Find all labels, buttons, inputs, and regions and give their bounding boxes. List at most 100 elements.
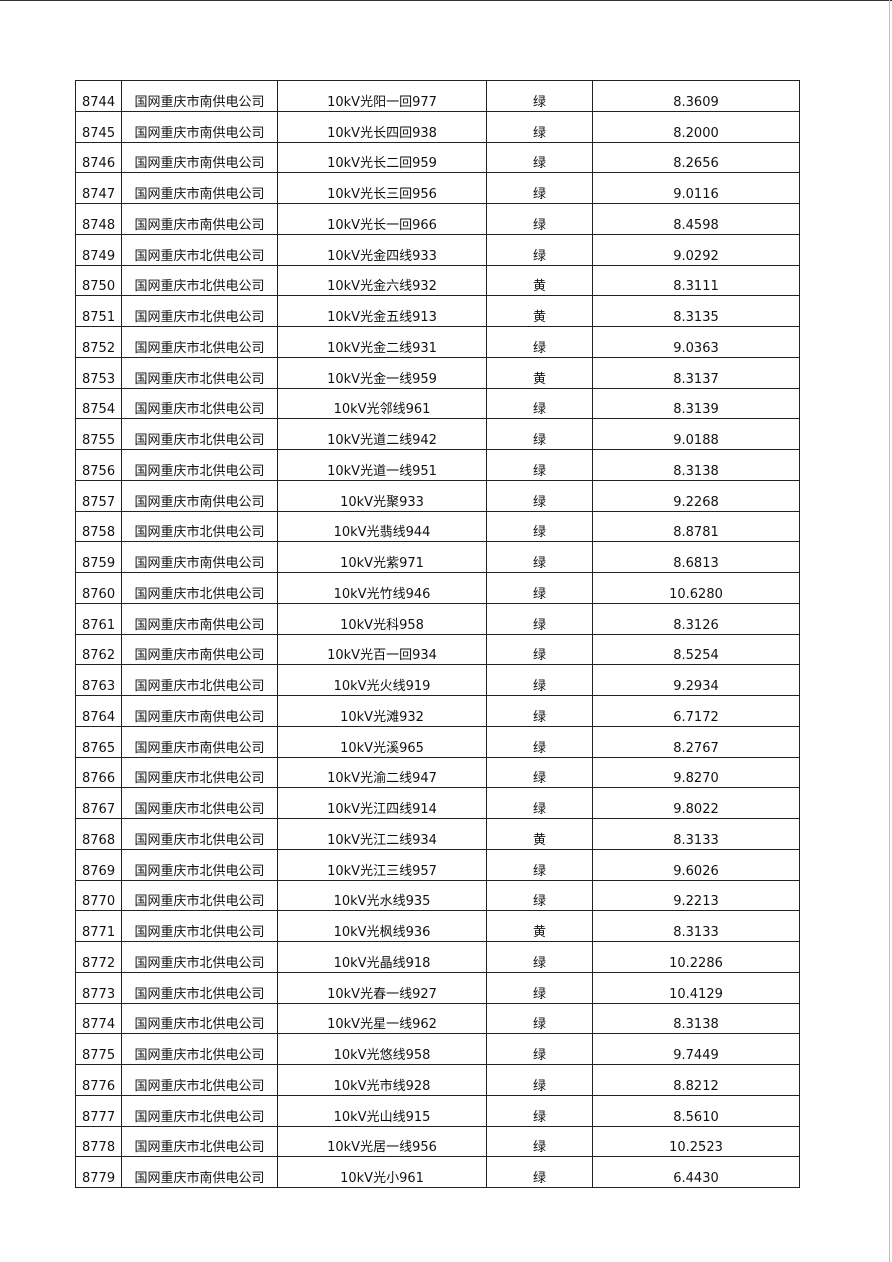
- value-cell: 9.0363: [592, 326, 800, 358]
- row-number-cell: 8778: [75, 1125, 122, 1158]
- status-cell: 绿: [486, 787, 593, 819]
- row-number-cell: 8758: [75, 510, 122, 543]
- company-cell: 国网重庆市北供电公司: [121, 1064, 278, 1096]
- table-row: 8769 国网重庆市北供电公司 10kV光江三线957 绿 9.6026: [75, 848, 800, 881]
- status-cell: 绿: [486, 233, 593, 266]
- company-cell: 国网重庆市北供电公司: [121, 264, 278, 297]
- value-cell: 10.2523: [592, 1125, 800, 1158]
- line-name-cell: 10kV光江三线957: [277, 848, 487, 881]
- row-number-cell: 8745: [75, 110, 122, 143]
- line-name-cell: 10kV光山线915: [277, 1094, 487, 1127]
- value-cell: 10.2286: [592, 941, 800, 973]
- status-cell: 绿: [486, 479, 593, 512]
- company-cell: 国网重庆市北供电公司: [121, 295, 278, 327]
- status-cell: 黄: [486, 818, 593, 850]
- status-cell: 绿: [486, 602, 593, 635]
- company-cell: 国网重庆市北供电公司: [121, 356, 278, 389]
- value-cell: 8.3133: [592, 818, 800, 850]
- status-cell: 绿: [486, 141, 593, 174]
- line-name-cell: 10kV光长一回966: [277, 203, 487, 235]
- company-cell: 国网重庆市北供电公司: [121, 879, 278, 912]
- row-number-cell: 8776: [75, 1064, 122, 1096]
- value-cell: 8.2767: [592, 725, 800, 758]
- table-row: 8760 国网重庆市北供电公司 10kV光竹线946 绿 10.6280: [75, 572, 800, 604]
- row-number-cell: 8764: [75, 695, 122, 727]
- value-cell: 8.6813: [592, 541, 800, 573]
- table-row: 8778 国网重庆市北供电公司 10kV光居一线956 绿 10.2523: [75, 1125, 800, 1158]
- table-row: 8747 国网重庆市南供电公司 10kV光长三回956 绿 9.0116: [75, 172, 800, 204]
- line-name-cell: 10kV光市线928: [277, 1064, 487, 1096]
- status-cell: 绿: [486, 1094, 593, 1127]
- line-name-cell: 10kV光悠线958: [277, 1033, 487, 1065]
- line-name-cell: 10kV光翡线944: [277, 510, 487, 543]
- company-cell: 国网重庆市南供电公司: [121, 1156, 278, 1188]
- status-cell: 绿: [486, 664, 593, 696]
- value-cell: 6.7172: [592, 695, 800, 727]
- company-cell: 国网重庆市北供电公司: [121, 910, 278, 942]
- table-row: 8774 国网重庆市北供电公司 10kV光星一线962 绿 8.3138: [75, 1002, 800, 1035]
- row-number-cell: 8757: [75, 479, 122, 512]
- table-row: 8749 国网重庆市北供电公司 10kV光金四线933 绿 9.0292: [75, 233, 800, 266]
- data-table: 8744 国网重庆市南供电公司 10kV光阳一回977 绿 8.3609 8745 国网重庆…: [75, 80, 800, 1188]
- company-cell: 国网重庆市南供电公司: [121, 602, 278, 635]
- row-number-cell: 8762: [75, 633, 122, 666]
- company-cell: 国网重庆市南供电公司: [121, 725, 278, 758]
- table-row: 8776 国网重庆市北供电公司 10kV光市线928 绿 8.8212: [75, 1064, 800, 1096]
- status-cell: 绿: [486, 80, 593, 112]
- row-number-cell: 8751: [75, 295, 122, 327]
- table-row: 8755 国网重庆市北供电公司 10kV光道二线942 绿 9.0188: [75, 418, 800, 450]
- company-cell: 国网重庆市北供电公司: [121, 510, 278, 543]
- table-row: 8764 国网重庆市南供电公司 10kV光滩932 绿 6.7172: [75, 695, 800, 727]
- row-number-cell: 8747: [75, 172, 122, 204]
- company-cell: 国网重庆市北供电公司: [121, 233, 278, 266]
- table-row: 8772 国网重庆市北供电公司 10kV光晶线918 绿 10.2286: [75, 941, 800, 973]
- value-cell: 6.4430: [592, 1156, 800, 1188]
- value-cell: 8.8781: [592, 510, 800, 543]
- line-name-cell: 10kV光溪965: [277, 725, 487, 758]
- table-row: 8771 国网重庆市北供电公司 10kV光枫线936 黄 8.3133: [75, 910, 800, 942]
- status-cell: 绿: [486, 725, 593, 758]
- line-name-cell: 10kV光阳一回977: [277, 80, 487, 112]
- line-name-cell: 10kV光百一回934: [277, 633, 487, 666]
- status-cell: 绿: [486, 1002, 593, 1035]
- table-row: 8775 国网重庆市北供电公司 10kV光悠线958 绿 9.7449: [75, 1033, 800, 1065]
- line-name-cell: 10kV光金四线933: [277, 233, 487, 266]
- row-number-cell: 8767: [75, 787, 122, 819]
- line-name-cell: 10kV光枫线936: [277, 910, 487, 942]
- status-cell: 绿: [486, 756, 593, 789]
- company-cell: 国网重庆市北供电公司: [121, 756, 278, 789]
- line-name-cell: 10kV光金一线959: [277, 356, 487, 389]
- table-row: 8759 国网重庆市南供电公司 10kV光紫971 绿 8.6813: [75, 541, 800, 573]
- status-cell: 绿: [486, 110, 593, 143]
- status-cell: 绿: [486, 1064, 593, 1096]
- table-row: 8773 国网重庆市北供电公司 10kV光春一线927 绿 10.4129: [75, 971, 800, 1004]
- status-cell: 绿: [486, 879, 593, 912]
- value-cell: 9.2268: [592, 479, 800, 512]
- line-name-cell: 10kV光水线935: [277, 879, 487, 912]
- table-row: 8762 国网重庆市南供电公司 10kV光百一回934 绿 8.5254: [75, 633, 800, 666]
- value-cell: 9.0116: [592, 172, 800, 204]
- row-number-cell: 8772: [75, 941, 122, 973]
- company-cell: 国网重庆市北供电公司: [121, 326, 278, 358]
- row-number-cell: 8744: [75, 80, 122, 112]
- value-cell: 9.0292: [592, 233, 800, 266]
- status-cell: 黄: [486, 264, 593, 297]
- company-cell: 国网重庆市南供电公司: [121, 541, 278, 573]
- table-row: 8777 国网重庆市北供电公司 10kV光山线915 绿 8.5610: [75, 1094, 800, 1127]
- company-cell: 国网重庆市北供电公司: [121, 387, 278, 420]
- company-cell: 国网重庆市北供电公司: [121, 971, 278, 1004]
- value-cell: 8.2656: [592, 141, 800, 174]
- table-row: 8752 国网重庆市北供电公司 10kV光金二线931 绿 9.0363: [75, 326, 800, 358]
- status-cell: 黄: [486, 356, 593, 389]
- company-cell: 国网重庆市南供电公司: [121, 695, 278, 727]
- row-number-cell: 8771: [75, 910, 122, 942]
- company-cell: 国网重庆市南供电公司: [121, 141, 278, 174]
- row-number-cell: 8750: [75, 264, 122, 297]
- table-row: 8766 国网重庆市北供电公司 10kV光渝二线947 绿 9.8270: [75, 756, 800, 789]
- company-cell: 国网重庆市南供电公司: [121, 633, 278, 666]
- company-cell: 国网重庆市北供电公司: [121, 848, 278, 881]
- value-cell: 8.3137: [592, 356, 800, 389]
- table-row: 8748 国网重庆市南供电公司 10kV光长一回966 绿 8.4598: [75, 203, 800, 235]
- line-name-cell: 10kV光火线919: [277, 664, 487, 696]
- value-cell: 8.3126: [592, 602, 800, 635]
